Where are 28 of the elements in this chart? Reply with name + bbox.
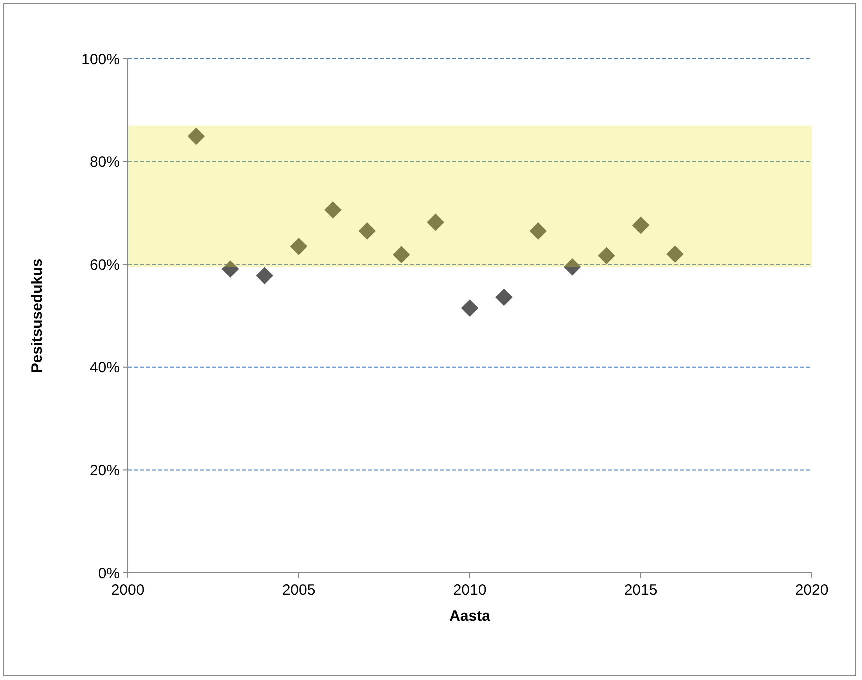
y-tick-label: 100% [82,51,120,68]
x-tick-label: 2010 [453,582,487,599]
point [427,214,444,232]
point [666,246,684,263]
point [222,260,240,278]
point [461,300,479,317]
point [632,216,650,234]
point [530,222,548,240]
x-tick-label: 2015 [624,582,658,599]
point [324,201,342,219]
point [564,258,582,276]
x-tick-label: 2000 [111,582,145,599]
point [496,288,513,306]
x-axis-title: Aasta [450,608,492,625]
y-tick-label: 60% [90,256,120,274]
point [188,128,206,146]
y-tick-label: 80% [90,154,120,172]
y-tick-label: 0% [98,565,120,582]
point [358,222,376,240]
point [598,247,616,265]
y-axis-title: Pesitsusedukus [29,258,46,374]
y-tick-label: 20% [90,462,120,480]
point [290,238,308,256]
point [392,246,410,264]
x-tick-label: 2005 [282,582,316,599]
point [256,267,274,285]
y-tick-label: 40% [90,360,120,377]
x-tick-label: 2020 [795,582,829,599]
